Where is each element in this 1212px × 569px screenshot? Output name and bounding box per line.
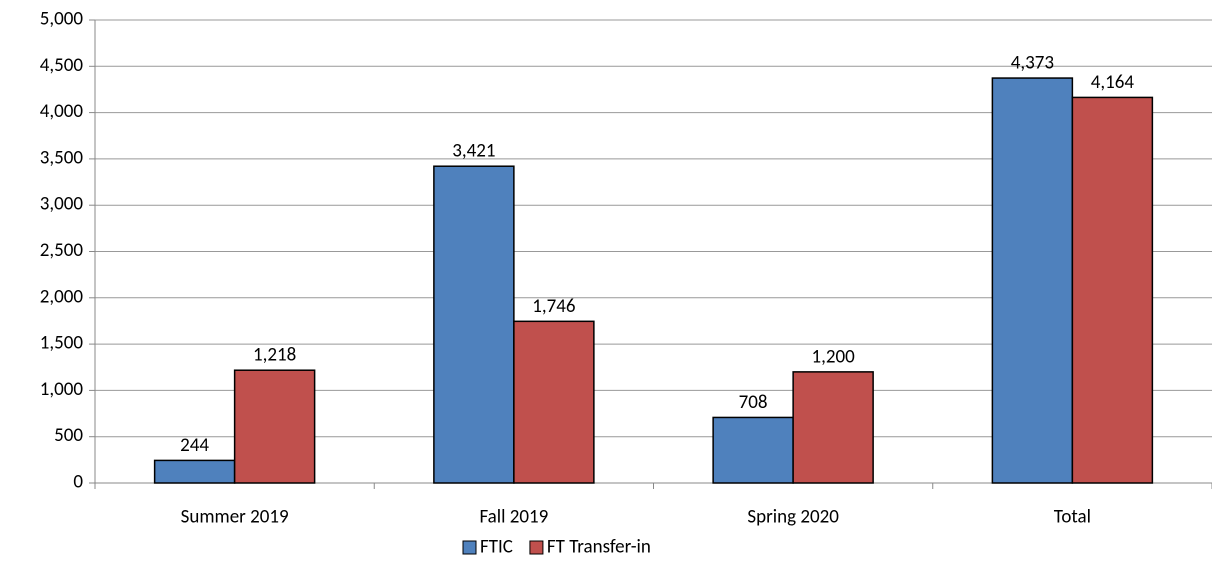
y-tick-label: 500 <box>54 424 83 447</box>
bar <box>792 371 874 484</box>
y-tick-label: 2,500 <box>40 239 84 262</box>
value-label: 244 <box>180 434 209 457</box>
legend-swatch <box>462 540 477 555</box>
bar <box>153 459 236 484</box>
y-tick-label: 1,000 <box>40 378 84 401</box>
y-tick-label: 3,000 <box>40 193 84 216</box>
value-label: 708 <box>739 391 768 414</box>
value-label: 4,164 <box>1091 71 1135 94</box>
bar <box>233 369 316 484</box>
y-tick-label: 5,000 <box>40 8 84 31</box>
value-label: 1,200 <box>811 345 855 368</box>
y-tick-label: 4,500 <box>40 54 84 77</box>
bar <box>991 77 1074 484</box>
legend-swatch <box>529 540 544 555</box>
value-label: 1,746 <box>532 295 575 318</box>
legend-label: FT Transfer-in <box>547 536 651 559</box>
y-tick-label: 3,500 <box>40 146 84 169</box>
y-tick-label: 4,000 <box>40 100 84 123</box>
legend-label: FTIC <box>480 536 513 559</box>
bar <box>513 320 595 484</box>
x-tick-label: Spring 2020 <box>747 506 839 529</box>
x-tick-label: Total <box>1054 506 1091 529</box>
value-label: 3,421 <box>452 140 495 163</box>
value-label: 1,218 <box>253 344 296 367</box>
y-tick-label: 2,000 <box>40 285 84 308</box>
bar <box>712 416 794 484</box>
bar <box>1071 96 1154 484</box>
x-tick-label: Fall 2019 <box>479 506 548 529</box>
x-tick-label: Summer 2019 <box>181 506 289 529</box>
y-tick-label: 1,500 <box>40 332 84 355</box>
value-label: 4,373 <box>1011 52 1054 75</box>
y-tick-label: 0 <box>73 471 83 494</box>
bar <box>433 165 515 484</box>
